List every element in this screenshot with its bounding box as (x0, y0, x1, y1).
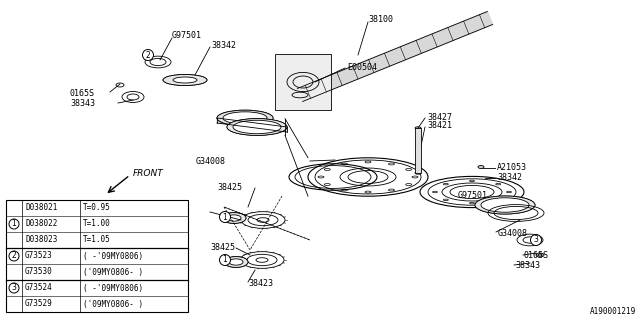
Text: 38423: 38423 (248, 278, 273, 287)
Text: G73530: G73530 (25, 268, 52, 276)
Text: G73523: G73523 (25, 252, 52, 260)
Text: G34008: G34008 (498, 228, 528, 237)
Ellipse shape (227, 119, 287, 135)
Text: G73529: G73529 (25, 300, 52, 308)
Ellipse shape (217, 110, 273, 126)
Circle shape (9, 251, 19, 261)
Text: 38343: 38343 (515, 260, 540, 269)
Text: 38342: 38342 (211, 42, 236, 51)
Text: 0165S: 0165S (524, 251, 549, 260)
Ellipse shape (224, 257, 248, 268)
Polygon shape (298, 12, 493, 101)
Text: 1: 1 (12, 220, 17, 228)
Text: 38423: 38423 (155, 206, 180, 215)
Text: 2: 2 (12, 252, 17, 260)
Text: D038022: D038022 (25, 220, 58, 228)
Text: ('09MY0806- ): ('09MY0806- ) (83, 300, 143, 308)
Ellipse shape (173, 77, 197, 83)
Text: 38342: 38342 (497, 173, 522, 182)
Text: 38425: 38425 (217, 182, 242, 191)
Text: 0165S: 0165S (70, 89, 95, 98)
Text: T=0.95: T=0.95 (83, 204, 111, 212)
Polygon shape (217, 118, 287, 132)
Bar (415, 128, 421, 173)
Text: G73524: G73524 (25, 284, 52, 292)
Ellipse shape (481, 198, 529, 212)
Text: 3: 3 (534, 236, 538, 244)
Ellipse shape (475, 196, 535, 214)
Text: T=1.05: T=1.05 (83, 236, 111, 244)
Ellipse shape (415, 127, 421, 129)
Text: A21053: A21053 (497, 163, 527, 172)
Ellipse shape (229, 259, 243, 265)
Text: D038021: D038021 (25, 204, 58, 212)
Text: G97501: G97501 (172, 31, 202, 41)
Ellipse shape (233, 120, 281, 134)
Bar (6, 200, 188, 312)
Text: ( -'09MY0806): ( -'09MY0806) (83, 284, 143, 292)
Ellipse shape (227, 215, 241, 221)
Text: 1: 1 (223, 212, 227, 221)
Circle shape (143, 50, 154, 60)
Text: A190001219: A190001219 (589, 307, 636, 316)
Text: D038023: D038023 (25, 236, 58, 244)
Text: 3: 3 (12, 284, 17, 292)
Ellipse shape (163, 75, 207, 85)
Text: E00504: E00504 (347, 62, 377, 71)
Ellipse shape (222, 212, 246, 223)
Text: 1: 1 (223, 255, 227, 265)
Bar (275, 54, 331, 110)
Text: G97501: G97501 (458, 191, 488, 201)
Text: T=1.00: T=1.00 (83, 220, 111, 228)
Text: 38425: 38425 (210, 244, 235, 252)
Circle shape (9, 283, 19, 293)
Circle shape (220, 254, 230, 266)
Text: ('09MY0806- ): ('09MY0806- ) (83, 268, 143, 276)
Circle shape (220, 212, 230, 222)
Text: G34008: G34008 (196, 156, 226, 165)
Text: 2: 2 (146, 51, 150, 60)
Text: FRONT: FRONT (133, 169, 164, 178)
Ellipse shape (478, 165, 484, 169)
Ellipse shape (223, 112, 267, 124)
Text: 38427: 38427 (427, 113, 452, 122)
Text: 38100: 38100 (368, 15, 393, 25)
Circle shape (9, 219, 19, 229)
Circle shape (531, 235, 541, 245)
Text: 38343: 38343 (70, 99, 95, 108)
Text: 38421: 38421 (427, 122, 452, 131)
Text: ( -'09MY0806): ( -'09MY0806) (83, 252, 143, 260)
